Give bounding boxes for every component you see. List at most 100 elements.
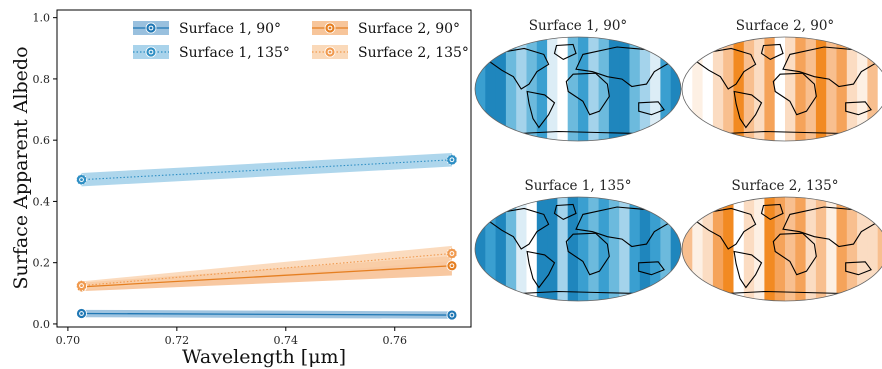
data-point-core bbox=[450, 313, 454, 317]
continent-outline bbox=[696, 47, 757, 90]
data-point-core bbox=[80, 312, 83, 315]
uncertainty-band bbox=[81, 245, 452, 290]
longitude-band bbox=[598, 197, 610, 301]
x-tick-label: 0.74 bbox=[274, 334, 299, 347]
y-tick-label: 0.8 bbox=[33, 73, 51, 86]
longitude-band bbox=[754, 37, 765, 141]
longitude-band bbox=[547, 197, 558, 301]
series-lines bbox=[81, 159, 452, 316]
continent-outline bbox=[526, 90, 556, 129]
longitude-band bbox=[557, 37, 569, 141]
series-line bbox=[81, 312, 452, 316]
longitude-band bbox=[588, 37, 600, 141]
data-point-core bbox=[80, 178, 83, 182]
longitude-band bbox=[639, 197, 651, 301]
longitude-band bbox=[682, 197, 693, 301]
uncertainty-bands bbox=[81, 153, 452, 319]
longitude-band bbox=[805, 197, 817, 301]
longitude-band bbox=[877, 37, 882, 141]
longitude-band bbox=[692, 37, 704, 141]
longitude-band bbox=[629, 197, 641, 301]
data-point-core bbox=[80, 284, 83, 288]
y-tick-label: 0.6 bbox=[33, 134, 51, 147]
uncertainty-band bbox=[81, 153, 452, 187]
map-title: Surface 1, 90° bbox=[529, 18, 627, 34]
longitude-band bbox=[764, 37, 776, 141]
y-tick-label: 0.4 bbox=[33, 195, 51, 208]
continent-outline bbox=[638, 101, 665, 116]
longitude-band bbox=[578, 37, 589, 141]
longitude-band bbox=[846, 197, 858, 301]
surface-map bbox=[475, 197, 681, 301]
longitude-band bbox=[526, 197, 538, 301]
continent-outline bbox=[772, 72, 817, 116]
plot-frame bbox=[56, 9, 472, 328]
y-axis-title: Surface Apparent Albedo bbox=[10, 46, 32, 289]
continent-outline bbox=[696, 207, 757, 250]
longitude-band bbox=[774, 197, 786, 301]
continent-outline bbox=[489, 47, 550, 90]
longitude-band bbox=[743, 37, 755, 141]
continent-outline bbox=[553, 203, 577, 221]
longitude-band bbox=[608, 37, 620, 141]
longitude-band bbox=[485, 197, 497, 301]
map-title: Surface 2, 135° bbox=[732, 178, 839, 194]
longitude-band bbox=[867, 37, 879, 141]
longitude-band bbox=[795, 197, 807, 301]
albedo-line-chart: 0.70 0.72 0.74 0.76 0.0 0.2 0.4 0.6 0.8 1.0 Wave… bbox=[10, 9, 472, 368]
continent-outline bbox=[519, 130, 637, 135]
continent-outline bbox=[845, 261, 872, 276]
legend-label: Surface 1, 90° bbox=[179, 21, 281, 37]
longitude-band bbox=[660, 197, 672, 301]
longitude-band bbox=[743, 197, 755, 301]
series-line bbox=[81, 265, 452, 288]
longitude-band bbox=[629, 37, 641, 141]
longitude-band bbox=[598, 37, 610, 141]
longitude-band bbox=[670, 197, 681, 301]
longitude-band bbox=[826, 37, 838, 141]
longitude-band bbox=[815, 37, 827, 141]
longitude-band bbox=[857, 37, 868, 141]
map-title: Surface 2, 90° bbox=[736, 18, 834, 34]
continent-outline bbox=[638, 261, 665, 276]
longitude-band bbox=[639, 37, 651, 141]
longitude-band bbox=[608, 197, 620, 301]
longitude-band bbox=[754, 197, 765, 301]
longitude-band bbox=[692, 197, 704, 301]
longitude-band bbox=[867, 197, 879, 301]
x-axis-ticks: 0.70 0.72 0.74 0.76 bbox=[56, 327, 407, 347]
longitude-band bbox=[826, 197, 838, 301]
longitude-band bbox=[475, 197, 486, 301]
longitude-band bbox=[650, 197, 661, 301]
longitude-band bbox=[785, 37, 796, 141]
longitude-band bbox=[712, 37, 724, 141]
surface-maps: Surface 1, 90° Surface 2, 90° Surface 1, 1… bbox=[474, 18, 882, 302]
longitude-band bbox=[567, 37, 579, 141]
continent-outline bbox=[782, 46, 879, 88]
surface-map bbox=[682, 37, 882, 141]
continent-outline bbox=[575, 46, 672, 88]
longitude-band bbox=[660, 37, 672, 141]
longitude-band bbox=[857, 197, 868, 301]
continent-outline bbox=[726, 290, 844, 295]
longitude-band bbox=[567, 197, 579, 301]
legend-marker-core bbox=[149, 26, 153, 30]
continent-outline bbox=[526, 250, 556, 289]
continent-outline bbox=[575, 206, 672, 248]
longitude-band bbox=[764, 197, 776, 301]
legend: Surface 1, 90° Surface 1, 135° Surface 2, … bbox=[133, 21, 469, 61]
longitude-band bbox=[682, 37, 693, 141]
longitude-band bbox=[805, 37, 817, 141]
longitude-band bbox=[774, 37, 786, 141]
longitude-band bbox=[836, 37, 848, 141]
longitude-band bbox=[795, 37, 807, 141]
y-tick-label: 0.0 bbox=[33, 318, 51, 331]
longitude-band bbox=[578, 197, 589, 301]
series-line bbox=[81, 252, 452, 287]
continent-outline bbox=[565, 232, 610, 276]
data-point-core bbox=[450, 158, 454, 162]
longitude-band bbox=[505, 37, 517, 141]
longitude-band bbox=[650, 37, 661, 141]
longitude-band bbox=[485, 37, 497, 141]
